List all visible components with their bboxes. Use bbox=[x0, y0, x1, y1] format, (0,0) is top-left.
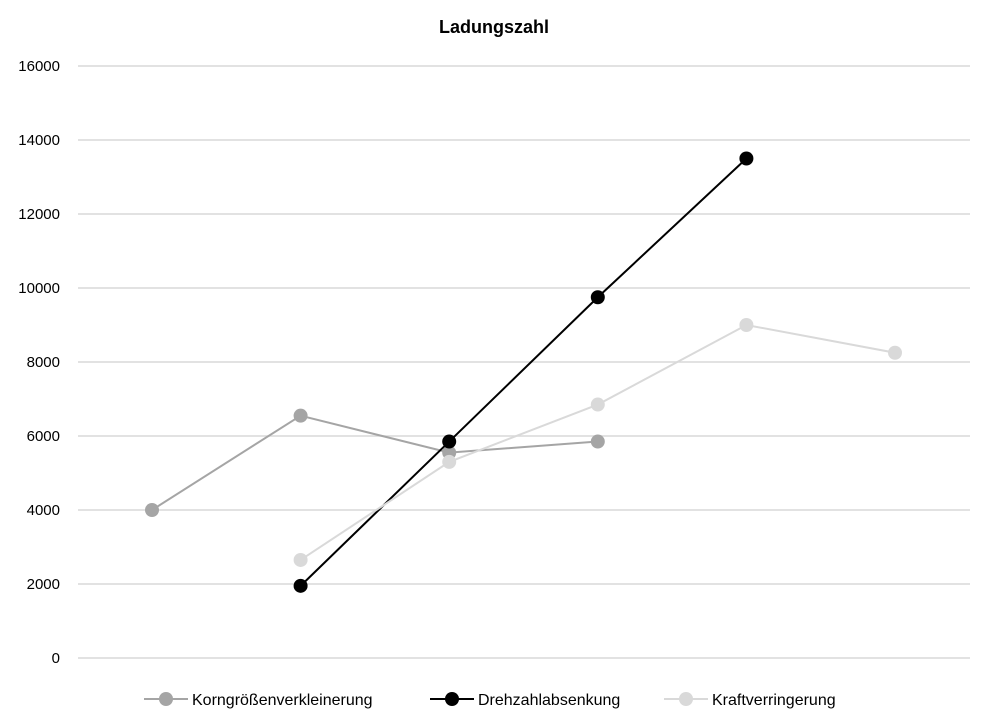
y-tick-label: 16000 bbox=[18, 58, 60, 75]
series-line bbox=[299, 157, 748, 587]
legend-label: Korngrößenverkleinerung bbox=[192, 692, 373, 709]
y-tick-label: 10000 bbox=[18, 280, 60, 297]
legend-item: Drehzahlabsenkung bbox=[430, 692, 620, 709]
data-point bbox=[293, 578, 308, 593]
y-tick-label: 12000 bbox=[18, 206, 60, 223]
chart-title: Ladungszahl bbox=[439, 17, 549, 37]
legend-label: Drehzahlabsenkung bbox=[478, 692, 620, 709]
legend: Korngrößenverkleinerung Drehzahlabsenkung… bbox=[144, 692, 836, 709]
y-axis-ticks: 0 2000 4000 6000 8000 10000 12000 14000 16000 bbox=[18, 58, 60, 667]
series-line bbox=[151, 414, 598, 511]
data-point bbox=[442, 454, 457, 469]
data-point bbox=[293, 408, 308, 423]
y-tick-label: 2000 bbox=[27, 576, 60, 593]
legend-item: Kraftverringerung bbox=[664, 692, 836, 709]
y-tick-label: 6000 bbox=[27, 428, 60, 445]
series-layer bbox=[145, 151, 902, 593]
series-0 bbox=[145, 408, 605, 517]
y-tick-label: 8000 bbox=[27, 354, 60, 371]
data-point bbox=[590, 290, 605, 305]
data-point bbox=[739, 318, 754, 332]
series-1 bbox=[293, 151, 754, 593]
data-point bbox=[442, 434, 457, 449]
legend-item: Korngrößenverkleinerung bbox=[144, 692, 373, 709]
legend-marker bbox=[679, 692, 693, 706]
data-point bbox=[145, 503, 159, 517]
y-tick-label: 4000 bbox=[27, 502, 60, 519]
series-2 bbox=[293, 318, 902, 567]
data-point bbox=[739, 151, 754, 166]
legend-marker bbox=[159, 692, 173, 706]
data-point bbox=[590, 434, 605, 449]
legend-label: Kraftverringerung bbox=[712, 692, 836, 709]
gridlines bbox=[78, 65, 970, 659]
y-tick-label: 0 bbox=[52, 650, 60, 667]
data-point bbox=[293, 552, 308, 567]
legend-marker bbox=[445, 692, 459, 706]
y-tick-label: 14000 bbox=[18, 132, 60, 149]
data-point bbox=[590, 397, 605, 412]
data-point bbox=[888, 345, 902, 360]
